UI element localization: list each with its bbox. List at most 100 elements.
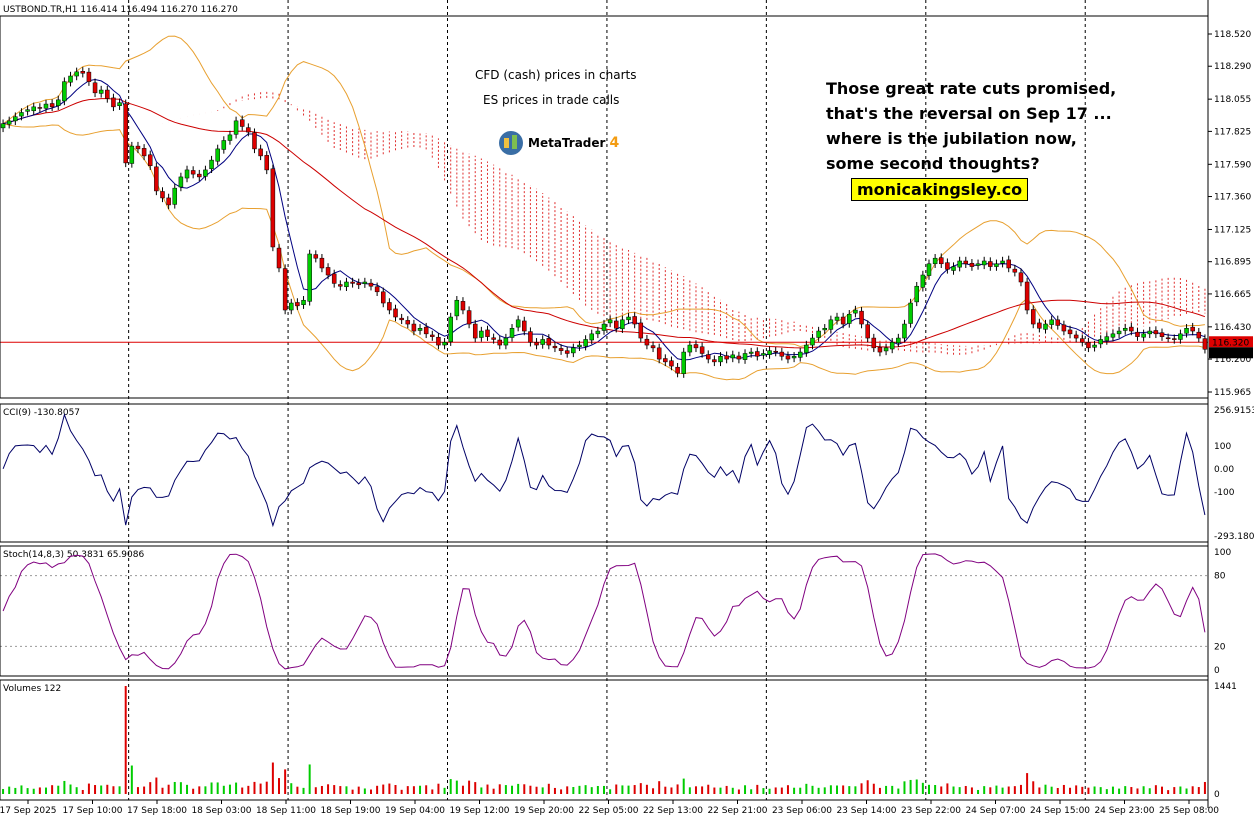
candle-body bbox=[503, 337, 509, 346]
candle-body bbox=[62, 81, 67, 102]
candle-body bbox=[68, 75, 73, 83]
candle-body bbox=[1202, 338, 1208, 350]
metatrader-version: 4 bbox=[609, 135, 620, 151]
candle-body bbox=[515, 319, 521, 328]
y-tick-label: 115.965 bbox=[1214, 388, 1251, 398]
candle-body bbox=[1129, 326, 1134, 332]
candle-body bbox=[883, 347, 889, 352]
x-tick-label: 17 Sep 10:00 bbox=[62, 806, 122, 816]
candle-body bbox=[1006, 259, 1011, 269]
candle-body bbox=[405, 320, 411, 325]
candle-body bbox=[1055, 319, 1061, 326]
candle-body bbox=[368, 282, 374, 287]
candle-body bbox=[129, 145, 135, 164]
candle-body bbox=[595, 330, 601, 335]
candle-body bbox=[301, 299, 306, 305]
candle-body bbox=[785, 355, 791, 360]
candle-body bbox=[638, 322, 644, 339]
candle-body bbox=[810, 337, 815, 346]
candle-body bbox=[105, 89, 110, 99]
candle-body bbox=[460, 301, 466, 311]
y-tick-label: 117.590 bbox=[1214, 160, 1251, 170]
candle-body bbox=[117, 102, 122, 106]
x-tick-label: 23 Sep 22:00 bbox=[901, 806, 961, 816]
cfd-note: CFD (cash) prices in charts bbox=[475, 68, 637, 82]
candle-body bbox=[614, 320, 619, 329]
candle-body bbox=[197, 173, 202, 178]
candle-body bbox=[957, 260, 962, 268]
candle-body bbox=[847, 313, 852, 324]
candle-body bbox=[147, 154, 153, 166]
candle-body bbox=[491, 337, 496, 340]
candle-body bbox=[773, 350, 778, 353]
candle-body bbox=[1135, 331, 1140, 337]
candle-body bbox=[767, 350, 772, 355]
ichimoku-cloud bbox=[217, 91, 1206, 355]
candle-body bbox=[6, 120, 12, 125]
candle-body bbox=[430, 334, 435, 337]
y-tick-label: 116.895 bbox=[1214, 258, 1251, 268]
y-tick-label: 118.055 bbox=[1214, 95, 1251, 105]
candle-body bbox=[755, 351, 760, 357]
x-tick-label: 18 Sep 03:00 bbox=[191, 806, 251, 816]
y-tick-label: 117.360 bbox=[1214, 193, 1251, 203]
candle-body bbox=[356, 282, 361, 286]
candle-body bbox=[270, 168, 276, 248]
candle-body bbox=[1073, 334, 1079, 339]
headline-line-2: that's the reversal on Sep 17 ... bbox=[826, 104, 1112, 123]
candle-body bbox=[718, 356, 723, 363]
candle-body bbox=[25, 109, 30, 112]
candle-body bbox=[362, 281, 368, 284]
candle-body bbox=[1165, 337, 1171, 340]
candle-body bbox=[13, 116, 18, 122]
candle-body bbox=[742, 353, 748, 360]
x-tick-label: 23 Sep 06:00 bbox=[772, 806, 832, 816]
y-tick-label: 116.665 bbox=[1214, 290, 1251, 300]
candle-body bbox=[1159, 332, 1165, 337]
candle-body bbox=[902, 323, 907, 339]
candle-body bbox=[338, 284, 343, 287]
candle-body bbox=[92, 82, 98, 94]
candle-body bbox=[650, 345, 656, 349]
candle-body bbox=[380, 291, 386, 304]
candle-body bbox=[1147, 330, 1152, 335]
bollinger-lower bbox=[2, 123, 1206, 381]
candle-body bbox=[215, 148, 220, 162]
candle-body bbox=[607, 319, 613, 324]
candle-body bbox=[730, 354, 736, 359]
candle-body bbox=[1012, 268, 1018, 273]
candle-body bbox=[436, 336, 441, 346]
candle-body bbox=[19, 112, 24, 117]
candle-body bbox=[123, 103, 128, 164]
last-price-label: 116.270 bbox=[1212, 349, 1249, 359]
candle-body bbox=[252, 132, 257, 150]
panel-title: CCI(9) -130.8057 bbox=[3, 408, 80, 418]
candle-body bbox=[828, 319, 834, 330]
candle-body bbox=[981, 260, 987, 266]
candle-body bbox=[344, 281, 349, 288]
x-tick-label: 18 Sep 19:00 bbox=[320, 806, 380, 816]
candle-body bbox=[988, 261, 993, 267]
y-tick-label: 117.125 bbox=[1214, 225, 1251, 235]
candle-body bbox=[748, 351, 754, 354]
candle-body bbox=[466, 310, 472, 325]
candle-body bbox=[209, 159, 214, 170]
x-tick-label: 17 Sep 2025 bbox=[0, 806, 57, 816]
candle-body bbox=[233, 120, 239, 135]
candle-body bbox=[1122, 327, 1128, 331]
candle-body bbox=[583, 339, 588, 347]
candle-body bbox=[448, 316, 453, 342]
x-tick-label: 17 Sep 18:00 bbox=[127, 806, 187, 816]
headline-line-3: where is the jubilation now, bbox=[826, 129, 1077, 148]
candle-body bbox=[442, 342, 447, 346]
candle-body bbox=[417, 327, 423, 331]
y-tick-label: 116.200 bbox=[1214, 355, 1251, 365]
last-price-tag bbox=[1209, 347, 1253, 359]
candle-body bbox=[761, 353, 766, 356]
x-tick-label: 19 Sep 04:00 bbox=[385, 806, 445, 816]
candle-body bbox=[141, 148, 147, 157]
x-tick-label: 25 Sep 08:00 bbox=[1159, 806, 1219, 816]
panel-scale-label: 20 bbox=[1214, 642, 1226, 652]
